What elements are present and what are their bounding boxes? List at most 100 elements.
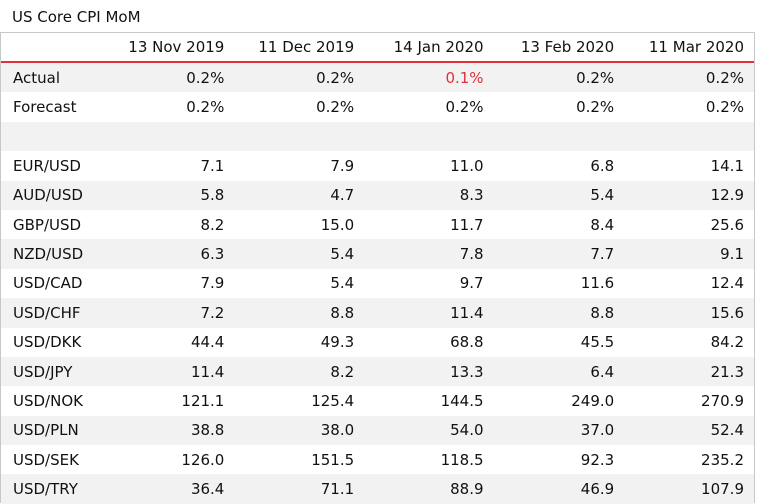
table-cell: 118.5 (440, 450, 484, 469)
table-row: GBP/USD 8.2 15.0 11.7 8.4 25.6 (1, 210, 754, 239)
table-cell: 8.8 (231, 298, 362, 328)
table-cell: 84.2 (710, 333, 744, 352)
table-body: Actual 0.2% 0.2% 0.1% 0.2% 0.2% Forecast 0.2% 0.… (1, 62, 754, 504)
table-cell: 68.8 (450, 333, 484, 352)
row-label: Actual (1, 62, 102, 93)
table-cell: 270.9 (701, 391, 744, 410)
table-cell (361, 121, 492, 152)
table-cell: 0.2% (621, 62, 754, 93)
table-cell: 46.9 (491, 474, 622, 504)
table-cell: 7.9 (200, 274, 225, 293)
spacer-row (1, 121, 754, 152)
table-cell (101, 121, 232, 152)
table-row: USD/CHF 7.2 8.8 11.4 8.8 15.6 (1, 298, 754, 328)
table-cell: 38.8 (101, 415, 232, 446)
table-cell: 49.3 (320, 333, 355, 352)
table-cell: 6.4 (491, 356, 622, 387)
row-label: USD/JPY (1, 356, 102, 387)
table-cell: 38.0 (231, 415, 362, 446)
table-cell: 8.4 (590, 215, 615, 234)
table-cell: 6.3 (101, 239, 232, 269)
column-header: 11 Dec 2019 (258, 38, 355, 56)
table-cell: 0.2% (491, 62, 622, 93)
row-label: USD/NOK (13, 391, 83, 410)
row-label: USD/CHF (1, 298, 102, 328)
table-cell: 249.0 (571, 391, 615, 410)
table-cell: 7.7 (491, 239, 622, 269)
table-cell: 88.9 (361, 474, 492, 504)
column-header: 11 Mar 2020 (648, 38, 744, 56)
table-cell: 37.0 (491, 415, 622, 446)
table-cell: 54.0 (361, 415, 492, 446)
table-row: USD/PLN 38.8 38.0 54.0 37.0 52.4 (1, 415, 754, 446)
table-cell: 21.3 (621, 356, 754, 387)
row-label: EUR/USD (13, 156, 81, 175)
column-header: 13 Feb 2020 (520, 38, 615, 56)
table-row: EUR/USD 7.1 7.9 11.0 6.8 14.1 (1, 151, 754, 180)
table-cell: 7.8 (361, 239, 492, 269)
table-cell: 9.7 (459, 274, 484, 293)
table-cell: 44.4 (190, 333, 225, 352)
table-cell: 15.6 (621, 298, 754, 328)
table-row: AUD/USD 5.8 4.7 8.3 5.4 12.9 (1, 180, 754, 210)
table-cell: 125.4 (311, 391, 355, 410)
table-cell: 8.3 (361, 180, 492, 210)
table-cell: 25.6 (710, 215, 744, 234)
table-cell: 13.3 (361, 356, 492, 387)
header-label-cell (1, 33, 102, 62)
row-label: USD/SEK (13, 450, 79, 469)
table-cell: 4.7 (231, 180, 362, 210)
table-cell: 71.1 (231, 474, 362, 504)
table-cell: 121.1 (181, 391, 225, 410)
table-cell: 12.9 (621, 180, 754, 210)
table-cell: 15.0 (320, 215, 355, 234)
column-header: 14 Jan 2020 (393, 38, 484, 56)
table-row: USD/JPY 11.4 8.2 13.3 6.4 21.3 (1, 356, 754, 387)
row-label: GBP/USD (13, 215, 82, 234)
table-cell: 45.5 (580, 333, 615, 352)
table-cell: 5.4 (231, 239, 362, 269)
table-row: Forecast 0.2% 0.2% 0.2% 0.2% 0.2% (1, 92, 754, 121)
table-frame (0, 32, 755, 503)
table-cell: 11.0 (450, 156, 484, 175)
cpi-reaction-table: 13 Nov 2019 11 Dec 2019 14 Jan 2020 13 F… (1, 33, 754, 504)
table-row: Actual 0.2% 0.2% 0.1% 0.2% 0.2% (1, 62, 754, 93)
table-cell: 11.6 (580, 274, 615, 293)
table-cell: 0.2% (705, 98, 744, 117)
table-cell: 7.2 (101, 298, 232, 328)
row-label (1, 121, 102, 152)
table-cell: 151.5 (311, 450, 355, 469)
row-label: AUD/USD (1, 180, 102, 210)
table-cell: 12.4 (710, 274, 744, 293)
table-cell: 0.2% (445, 98, 484, 117)
table-row: USD/DKK 44.4 49.3 68.8 45.5 84.2 (1, 328, 754, 357)
table-row: USD/CAD 7.9 5.4 9.7 11.6 12.4 (1, 269, 754, 298)
table-cell: 8.2 (200, 215, 225, 234)
table-cell: 235.2 (701, 450, 744, 469)
table-cell: 0.2% (316, 98, 355, 117)
table-cell: 6.8 (590, 156, 615, 175)
table-cell: 126.0 (181, 450, 225, 469)
table-cell: 14.1 (710, 156, 744, 175)
table-cell (231, 121, 362, 152)
table-title: US Core CPI MoM (12, 8, 141, 26)
table-cell: 107.9 (621, 474, 754, 504)
row-label: USD/TRY (1, 474, 102, 504)
table-cell: 11.7 (450, 215, 484, 234)
table-cell: 52.4 (621, 415, 754, 446)
table-cell: 7.9 (330, 156, 355, 175)
table-cell: 0.2% (231, 62, 362, 93)
table-cell: 9.1 (621, 239, 754, 269)
table-cell: 7.1 (200, 156, 225, 175)
table-cell: 0.2% (186, 98, 225, 117)
table-cell: 5.8 (101, 180, 232, 210)
table-cell: 8.2 (231, 356, 362, 387)
row-label: NZD/USD (1, 239, 102, 269)
row-label: Forecast (13, 98, 77, 117)
table-cell: 5.4 (330, 274, 355, 293)
header-row: 13 Nov 2019 11 Dec 2019 14 Jan 2020 13 F… (1, 33, 754, 62)
row-label: USD/DKK (13, 333, 82, 352)
table-cell: 8.8 (491, 298, 622, 328)
table-cell: 5.4 (491, 180, 622, 210)
table-cell: 11.4 (361, 298, 492, 328)
